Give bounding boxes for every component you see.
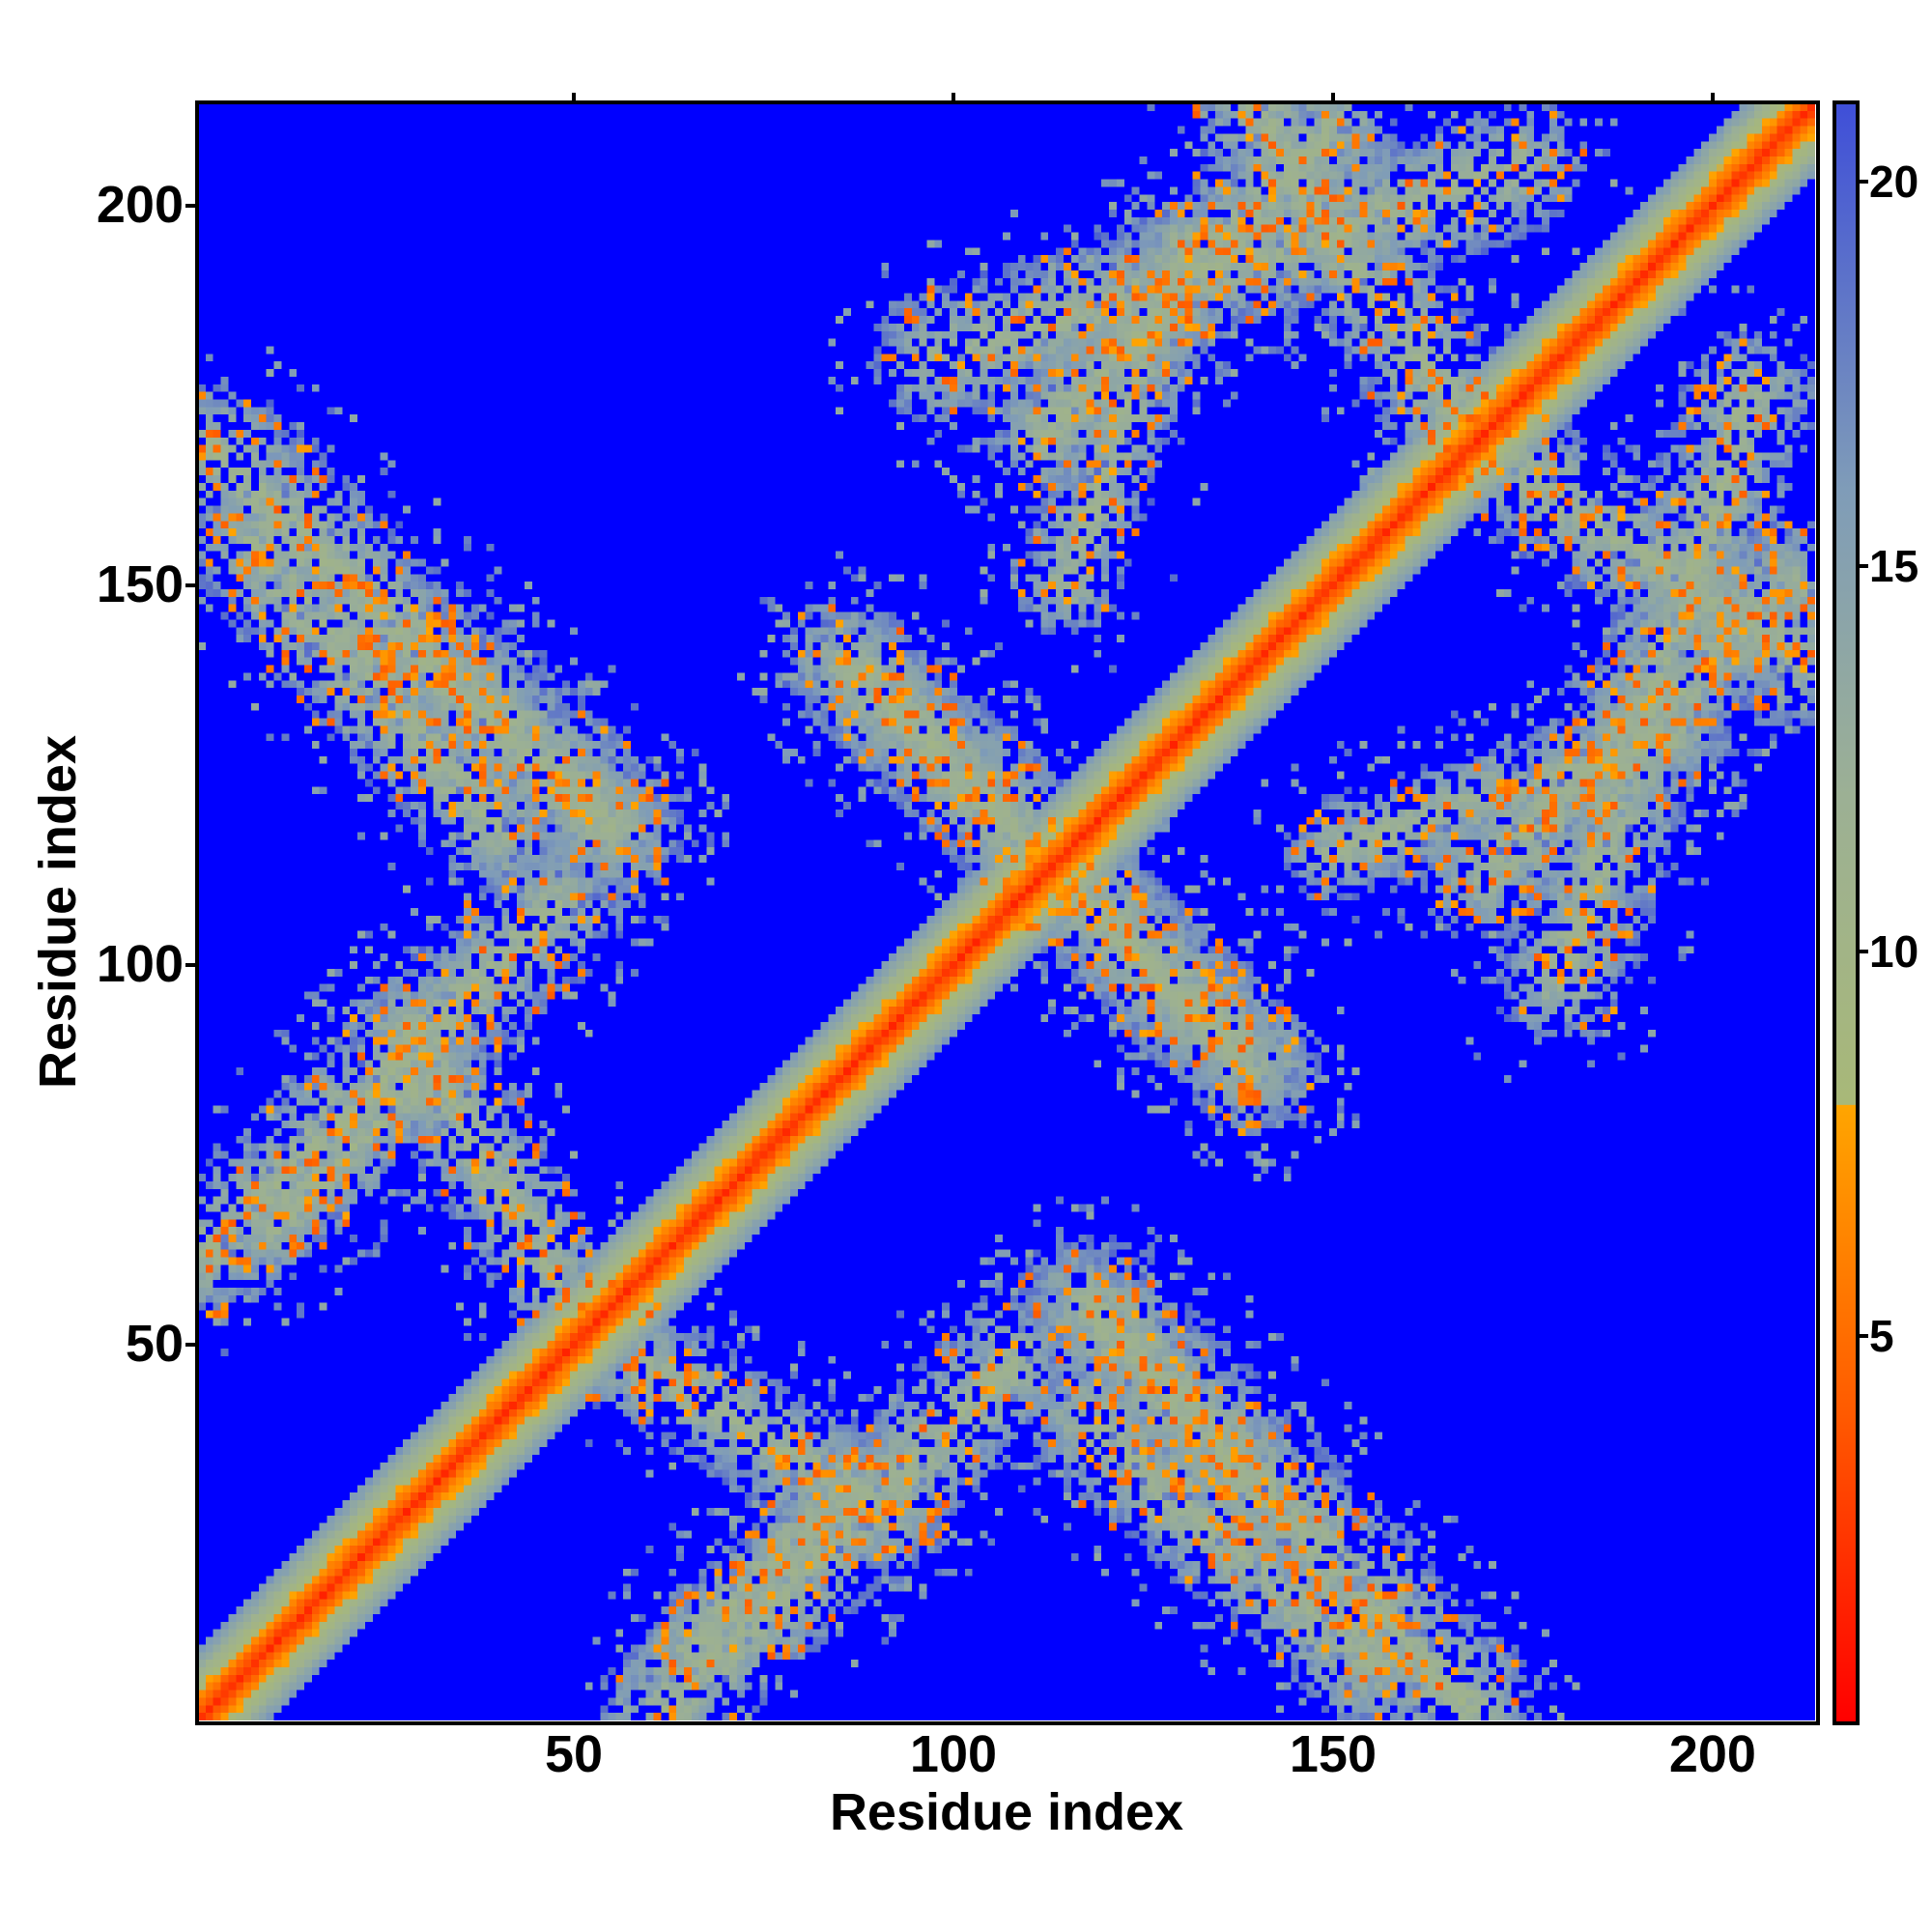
y-tick-mark	[185, 963, 195, 967]
y-tick-label: 150	[96, 555, 184, 614]
y-tick-mark	[185, 204, 195, 209]
x-tick-label: 100	[909, 1725, 998, 1783]
colorbar-tick-label: 20	[1869, 156, 1919, 207]
x-tick-label: 50	[544, 1725, 604, 1783]
x-tick-mark	[1710, 93, 1715, 102]
y-tick-mark	[185, 1342, 195, 1347]
colorbar-tick-label: 10	[1869, 925, 1919, 977]
x-tick-label: 150	[1289, 1725, 1377, 1783]
contact-map-heatmap	[198, 103, 1815, 1720]
y-tick-label: 100	[96, 935, 184, 993]
x-axis-label: Residue index	[829, 1783, 1184, 1841]
colorbar	[1833, 100, 1860, 1725]
colorbar-tick-label: 15	[1869, 541, 1919, 592]
y-axis-label: Residue index	[29, 734, 87, 1090]
heatmap-plot-area	[198, 103, 1815, 1720]
x-tick-label: 200	[1668, 1725, 1756, 1783]
colorbar-tick-mark	[1860, 179, 1868, 184]
y-tick-label: 200	[96, 176, 184, 235]
colorbar-tick-mark	[1860, 1334, 1868, 1339]
colorbar-tick-label: 5	[1869, 1311, 1894, 1362]
colorbar-tick-mark	[1860, 564, 1868, 569]
colorbar-tick-mark	[1860, 949, 1868, 953]
x-tick-mark	[951, 93, 955, 102]
y-tick-label: 50	[125, 1314, 184, 1373]
x-tick-mark	[1330, 93, 1335, 102]
x-tick-mark	[572, 93, 577, 102]
y-tick-mark	[185, 583, 195, 588]
